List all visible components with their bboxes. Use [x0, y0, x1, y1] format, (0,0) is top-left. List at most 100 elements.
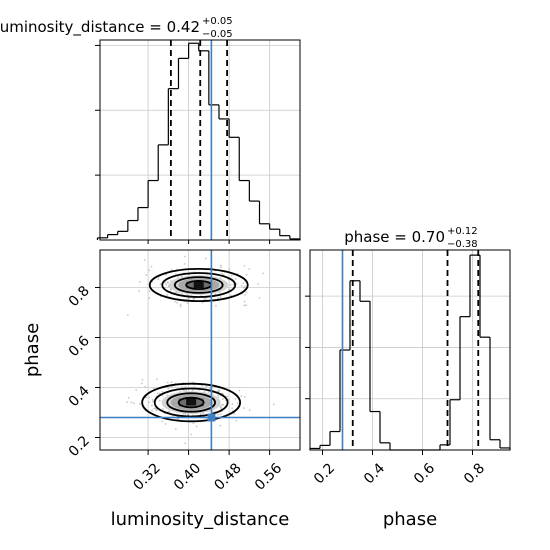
joint-scatter-point: [238, 389, 241, 392]
joint-scatter-point: [150, 265, 153, 268]
joint-scatter-point: [145, 396, 148, 399]
joint-scatter-point: [237, 402, 239, 404]
joint-scatter-point: [245, 304, 248, 307]
phase-xtick-label: 0.2: [311, 460, 338, 487]
joint-scatter-point: [174, 273, 177, 275]
joint-scatter-point: [184, 442, 187, 445]
joint-scatter-point: [176, 301, 178, 304]
joint-scatter-point: [177, 275, 179, 278]
joint-scatter-point: [220, 407, 223, 410]
joint-scatter-point: [209, 386, 211, 389]
joint-scatter-point: [191, 389, 194, 392]
phase-marginal-xticks: 0.2 0.4 0.6 0.8: [311, 450, 488, 487]
phase-xtick-label: 0.6: [411, 460, 438, 487]
joint-scatter-point: [155, 378, 158, 381]
joint-scatter-point: [192, 298, 195, 300]
joint-scatter-point: [245, 291, 248, 294]
ld-title-upper: +0.05: [202, 16, 233, 27]
ld-marginal-quantile-lines: [169, 40, 228, 240]
joint-scatter-point: [226, 395, 229, 398]
joint-scatter-point: [193, 386, 196, 388]
joint-scatter-point: [156, 392, 159, 395]
joint-scatter-point: [166, 381, 169, 384]
joint-xtick-label: 0.56: [252, 460, 285, 493]
joint-scatter-point: [262, 272, 265, 275]
joint-xtick-label: 0.40: [171, 460, 204, 493]
joint-scatter-point: [195, 425, 198, 428]
joint-contour: [161, 272, 237, 298]
joint-scatter-point: [217, 297, 220, 299]
joint-truth-lines: [100, 250, 300, 450]
joint-scatter-point: [232, 283, 235, 286]
joint-xticks: 0.32 0.40 0.48 0.56: [130, 450, 285, 494]
joint-scatter-point: [231, 403, 234, 405]
joint-scatter-point: [155, 409, 158, 412]
joint-frame: [99, 249, 301, 451]
joint-ytick-label: 0.6: [66, 333, 93, 360]
joint-scatter-point: [159, 283, 162, 286]
joint-xtick-label: 0.48: [211, 460, 244, 493]
joint-scatter-point: [165, 273, 168, 276]
phase-title-upper: +0.12: [447, 226, 478, 237]
joint-scatter-point: [148, 297, 151, 299]
joint-scatter-point: [186, 302, 189, 304]
joint-scatter-point: [174, 300, 176, 303]
joint-scatter-point: [219, 413, 222, 416]
joint-scatter-point: [248, 268, 251, 271]
joint-scatter-point: [242, 286, 245, 289]
joint-density-peak: [186, 398, 197, 406]
joint-scatter-point: [151, 409, 153, 412]
joint-scatter-point: [152, 400, 154, 403]
joint-scatter-point: [218, 390, 221, 392]
joint-scatter-point: [243, 264, 246, 267]
joint-ytick-label: 0.4: [66, 383, 93, 410]
joint-truth-marker: [207, 413, 216, 422]
panel-phase-marginal: 0.2 0.4 0.6 0.8 phase phase = 0.70 +0.12 −0…: [305, 226, 511, 530]
joint-scatter-point: [192, 381, 195, 384]
joint-scatter-point: [240, 395, 243, 397]
joint-scatter-point: [170, 268, 173, 271]
joint-contour: [153, 387, 229, 418]
joint-ytick-label: 0.8: [66, 283, 93, 310]
phase-marginal-frame: [309, 249, 511, 451]
joint-scatter-point: [217, 396, 220, 399]
joint-scatter-point: [130, 401, 133, 404]
joint-scatter-point: [229, 283, 232, 286]
joint-scatter-point: [220, 266, 223, 269]
joint-scatter-point: [164, 423, 167, 425]
joint-scatter-point: [184, 255, 186, 258]
joint-scatter-point: [158, 392, 161, 395]
joint-scatter-point: [127, 397, 130, 399]
joint-contours: [141, 267, 249, 423]
phase-marginal-xlabel: phase: [383, 509, 437, 530]
joint-xlabel: luminosity_distance: [111, 509, 290, 530]
joint-scatter-point: [140, 382, 143, 385]
joint-scatter-point: [144, 385, 147, 388]
joint-scatter-point: [169, 280, 172, 282]
joint-scatter-point: [221, 398, 224, 401]
joint-scatter-point: [192, 422, 195, 425]
joint-scatter-point: [219, 296, 222, 299]
joint-scatter-point: [145, 274, 148, 276]
phase-title-lower: −0.38: [447, 239, 478, 250]
joint-scatter-point: [153, 387, 155, 390]
joint-scatter-point: [148, 401, 150, 404]
phase-title: phase = 0.70: [344, 228, 445, 246]
ld-title-lower: −0.05: [202, 29, 233, 40]
joint-scatter-point: [181, 385, 184, 388]
panel-joint: 0.32 0.40 0.48 0.56 0.2 0.4 0.6 0.8 luminosity…: [22, 249, 301, 530]
joint-scatter-point: [242, 407, 245, 409]
phase-marginal-histogram: [309, 254, 511, 451]
joint-scatter-point: [161, 394, 164, 397]
joint-scatter-point: [257, 283, 260, 285]
joint-scatter-point: [204, 257, 207, 260]
phase-xtick-label: 0.8: [461, 460, 488, 487]
joint-scatter-point: [166, 294, 168, 297]
joint-scatter-point: [143, 258, 146, 261]
joint-scatter-point: [187, 413, 189, 416]
joint-scatter-point: [233, 412, 236, 415]
ld-title: luminosity_distance = 0.42: [0, 18, 200, 37]
joint-scatter-point: [183, 262, 186, 265]
joint-scatter-point: [170, 381, 173, 384]
phase-xtick-label: 0.4: [361, 460, 388, 487]
